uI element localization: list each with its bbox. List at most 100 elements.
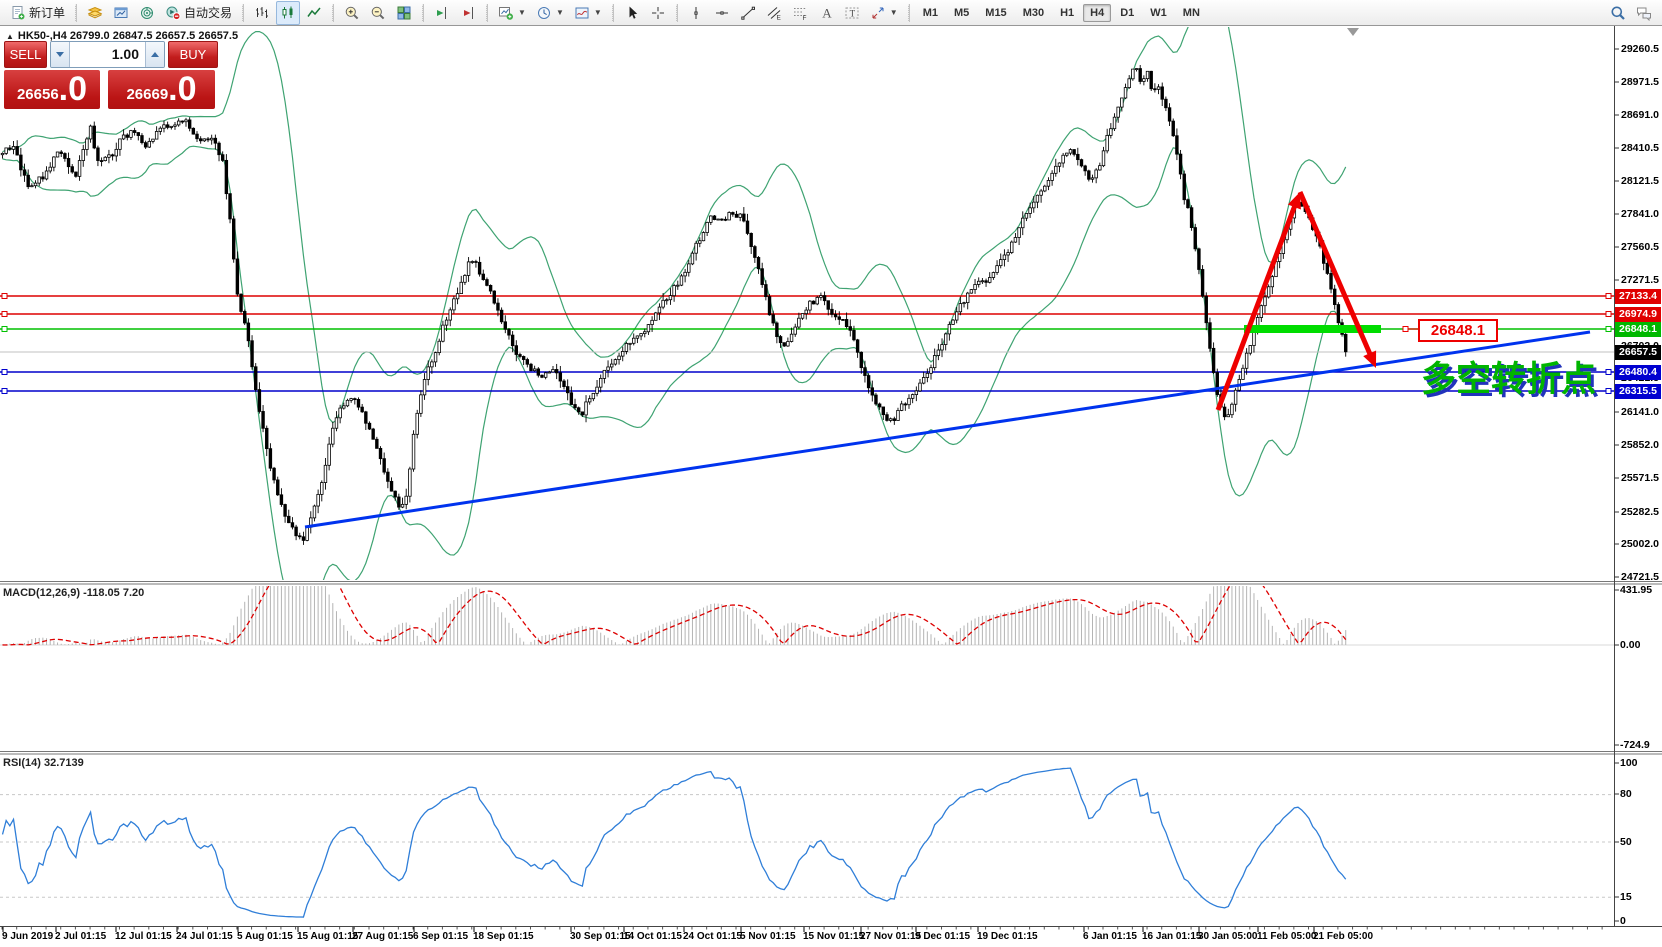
line-handle[interactable] [1605,293,1612,299]
horizontal-line-button[interactable] [710,1,734,25]
line-chart-icon [307,7,321,17]
chevron-down-icon: ▼ [889,8,898,17]
sell-button[interactable]: SELL [4,41,47,68]
crosshair-button[interactable] [646,1,670,25]
line-handle[interactable] [1,388,8,394]
new-order-button[interactable]: 新订单 [6,1,69,25]
new-chart-button[interactable]: ▼ [494,1,530,25]
text-button[interactable]: A [814,1,838,25]
data-window-button[interactable] [109,1,133,25]
zoom-out-button[interactable] [366,1,390,25]
market-watch-button[interactable] [83,1,107,25]
line-handle[interactable] [1,326,8,332]
rsi-scale-label: 50 [1620,836,1632,848]
toolbar: 新订单 自动交易 ▼ ▼ ▼ E F A T ▼ M1 M5 M15 M30 H1 H4 D1 W1 MN [0,0,1662,26]
candles-chart-button[interactable] [276,0,301,25]
timeframe-h4-button[interactable]: H4 [1083,3,1112,22]
line-handle[interactable] [1605,326,1612,332]
tile-windows-icon [397,6,411,19]
text-icon: A [822,5,832,20]
line-handle[interactable] [1605,369,1612,375]
time-tick-label: 12 Jul 01:15 [115,931,172,942]
line-handle[interactable] [1,311,8,317]
volume-input[interactable]: 1.00 [111,46,139,62]
line-handle[interactable] [1,293,8,299]
timeframe-d1-button[interactable]: D1 [1120,6,1135,19]
chat-button[interactable] [1632,1,1656,25]
chart-templates-button[interactable]: ▼ [570,1,606,25]
data-window-icon [114,7,128,18]
toolbar-separator [75,3,78,22]
profiles-button[interactable]: ▼ [532,1,568,25]
line-handle[interactable] [1605,311,1612,317]
line-handle[interactable] [1605,388,1612,394]
timeframe-m5-button[interactable]: M5 [954,6,970,19]
candles-chart-icon [282,6,293,18]
buy-button[interactable]: BUY [168,41,218,68]
chart-shift-button[interactable] [430,1,454,25]
timeframe-m1-button[interactable]: M1 [922,6,938,19]
autotrading-icon [166,6,181,20]
line-handle[interactable] [1,369,8,375]
chart-shift-marker[interactable] [1347,28,1359,36]
red-arrow-down[interactable] [1297,191,1377,368]
red-arrow-up[interactable] [1215,192,1301,411]
auto-scroll-button[interactable] [456,1,480,25]
price-tick-label: 27271.5 [1621,274,1659,286]
line-chart-button[interactable] [302,1,326,25]
sell-price-tile[interactable]: 26656.0 [4,70,100,109]
timeframe-m30-button[interactable]: M30 [1022,6,1045,19]
navigator-button[interactable] [135,1,159,25]
volume-increase-button[interactable] [145,42,164,67]
time-tick-label: 24 Jul 01:15 [176,931,233,942]
chart-shift-icon [437,6,447,19]
price-tick-label: 29260.5 [1621,43,1659,55]
toolbar-separator [907,3,910,22]
volume-decrease-button[interactable] [51,42,70,67]
tile-windows-button[interactable] [392,1,416,25]
vertical-line-button[interactable] [684,1,708,25]
zoom-in-button[interactable] [340,1,364,25]
svg-text:T: T [849,8,855,18]
new-order-icon [12,5,25,19]
time-tick-label: 16 Jan 01:15 [1142,931,1202,942]
buy-price-tile[interactable]: 26669.0 [108,70,215,109]
chat-icon [1637,7,1651,21]
chevron-down-icon: ▼ [518,8,526,17]
chart-area[interactable]: ▲ HK50-,H4 26799.0 26847.5 26657.5 26657.… [0,26,1662,947]
time-tick-label: 24 Oct 01:15 [683,931,742,942]
timeframe-h1-button[interactable]: H1 [1060,6,1075,19]
sell-price-frac: .0 [58,70,88,108]
trendline-button[interactable] [736,1,760,25]
equidistant-channel-button[interactable]: E [762,1,786,25]
chart-canvas[interactable] [0,26,1662,947]
profiles-icon [537,6,550,19]
rsi-scale-label: 15 [1620,891,1632,903]
svg-text:E: E [776,14,781,21]
collapse-icon[interactable]: ▲ [6,32,14,41]
arrows-button[interactable]: ▼ [866,1,902,25]
chinese-annotation[interactable]: 多空转折点 [1421,360,1597,399]
cursor-button[interactable] [620,1,644,25]
price-tick-label: 28410.5 [1621,142,1659,154]
green-bar-annotation[interactable] [1244,325,1381,333]
chevron-up-icon [151,52,159,57]
time-tick-label: 2 Jul 01:15 [55,931,107,942]
price-tick-label: 25571.5 [1621,472,1659,484]
price-level-badge: 27133.4 [1615,288,1661,304]
time-tick-label: 19 Dec 01:15 [977,931,1038,942]
text-label-button[interactable]: T [840,1,864,25]
price-box-handle[interactable] [1402,326,1409,332]
autotrading-button[interactable]: 自动交易 [161,1,236,25]
search-button[interactable] [1606,1,1630,25]
timeframe-m15-button[interactable]: M15 [985,6,1007,19]
fibonacci-button[interactable]: F [788,1,812,25]
trendline-object[interactable] [304,330,1591,529]
timeframe-mn-button[interactable]: MN [1182,6,1200,19]
price-annotation-box[interactable]: 26848.1 [1418,319,1498,342]
zoom-in-icon [345,6,359,19]
search-icon [1611,6,1625,20]
timeframe-w1-button[interactable]: W1 [1150,6,1167,19]
bars-chart-button[interactable] [250,1,274,25]
price-tick-label: 27841.0 [1621,208,1659,220]
